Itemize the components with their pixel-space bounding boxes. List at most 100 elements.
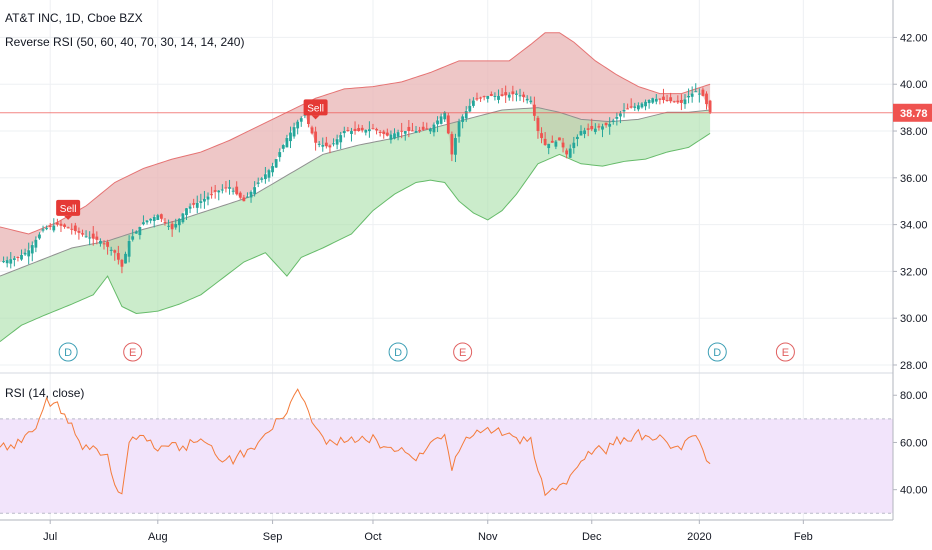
candle-body <box>88 237 92 239</box>
time-axis-tick-label: Jul <box>43 531 57 543</box>
sell-signal-label: Sell <box>307 103 324 114</box>
candle-body <box>296 121 300 129</box>
candle-body <box>647 100 651 104</box>
candle-body <box>694 91 698 93</box>
candle-body <box>651 98 655 103</box>
candle-body <box>407 126 411 132</box>
last-price-label: 38.78 <box>900 108 928 120</box>
candle-body <box>601 126 604 130</box>
candle-body <box>497 95 500 100</box>
candle-body <box>697 93 701 95</box>
candle-body <box>629 106 633 108</box>
candle-body <box>669 97 673 102</box>
event-label: D <box>394 347 402 359</box>
price-axis-tick-label: 42.00 <box>900 32 928 44</box>
sell-signal-badge[interactable]: Sell <box>303 99 328 120</box>
time-axis-tick-label: Aug <box>148 531 168 543</box>
candle-body <box>109 249 113 251</box>
candle-body <box>375 128 378 131</box>
candle-body <box>590 126 594 130</box>
candle-body <box>238 192 242 198</box>
candle-body <box>99 240 102 244</box>
candle-body <box>558 137 561 141</box>
candle-body <box>12 258 16 260</box>
candle-body <box>400 130 404 132</box>
candle-body <box>536 117 540 132</box>
candle-body <box>102 243 106 245</box>
candle-body <box>554 141 558 147</box>
candle-body <box>203 198 206 202</box>
candle-body <box>454 138 457 155</box>
candle-body <box>159 214 163 219</box>
time-axis-tick-label: Feb <box>794 531 813 543</box>
candle-body <box>385 132 389 136</box>
candle-body <box>597 126 601 128</box>
candle-body <box>217 190 221 193</box>
candle-body <box>450 134 454 155</box>
candle-body <box>518 95 522 97</box>
candle-body <box>382 131 386 134</box>
candle-body <box>152 217 156 221</box>
candle-body <box>367 129 371 132</box>
candle-body <box>246 196 249 198</box>
candle-body <box>640 103 644 108</box>
candle-body <box>396 132 400 137</box>
dividend-event-marker[interactable]: D <box>388 342 408 362</box>
candle-body <box>45 228 49 230</box>
earnings-event-marker[interactable]: E <box>775 342 795 362</box>
candle-body <box>253 187 257 195</box>
candle-body <box>213 190 217 192</box>
candle-body <box>188 206 192 209</box>
candle-body <box>532 104 536 116</box>
candle-body <box>249 191 253 198</box>
lower-band-line <box>0 132 711 342</box>
candle-body <box>70 228 74 230</box>
candle-body <box>493 95 497 97</box>
candle-body <box>278 152 282 158</box>
candle-body <box>665 100 669 102</box>
dividend-event-marker[interactable]: D <box>58 342 78 362</box>
earnings-event-marker[interactable]: E <box>123 342 143 362</box>
candle-body <box>228 187 231 189</box>
candle-body <box>357 128 361 132</box>
time-axis-tick-label: 2020 <box>687 531 711 543</box>
candle-body <box>364 129 368 133</box>
dividend-event-marker[interactable]: D <box>707 342 727 362</box>
rsi-axis-tick-label: 60.00 <box>900 437 928 449</box>
candle-body <box>317 143 321 145</box>
candle-body <box>464 111 468 119</box>
candle-body <box>235 186 239 195</box>
indicator-label: Reverse RSI (50, 60, 40, 70, 30, 14, 14,… <box>5 35 244 49</box>
candle-body <box>106 241 109 247</box>
earnings-event-marker[interactable]: E <box>453 342 473 362</box>
upper-band-line <box>0 32 711 235</box>
candle-body <box>134 231 138 234</box>
price-axis-background <box>893 0 932 550</box>
sell-signal-badge[interactable]: Sell <box>56 199 81 220</box>
candle-body <box>626 108 630 110</box>
candle-body <box>95 236 99 240</box>
rsi-axis-tick-label: 80.00 <box>900 390 928 402</box>
candle-body <box>113 250 117 253</box>
candle-body <box>274 159 278 168</box>
candle-body <box>446 115 450 134</box>
candle-body <box>120 259 124 267</box>
candle-body <box>479 97 482 99</box>
candle-body <box>583 130 586 135</box>
candle-body <box>332 143 335 145</box>
candle-body <box>572 142 576 149</box>
candlestick-series <box>0 83 893 274</box>
candle-body <box>145 220 149 223</box>
candle-body <box>177 218 181 226</box>
candle-body <box>27 250 31 257</box>
event-label: D <box>64 347 72 359</box>
candle-body <box>81 233 84 235</box>
candle-body <box>393 133 396 139</box>
candle-body <box>84 236 88 238</box>
candle-body <box>48 225 52 227</box>
candle-body <box>705 93 708 105</box>
candle-body <box>310 127 314 134</box>
candle-body <box>30 245 34 254</box>
